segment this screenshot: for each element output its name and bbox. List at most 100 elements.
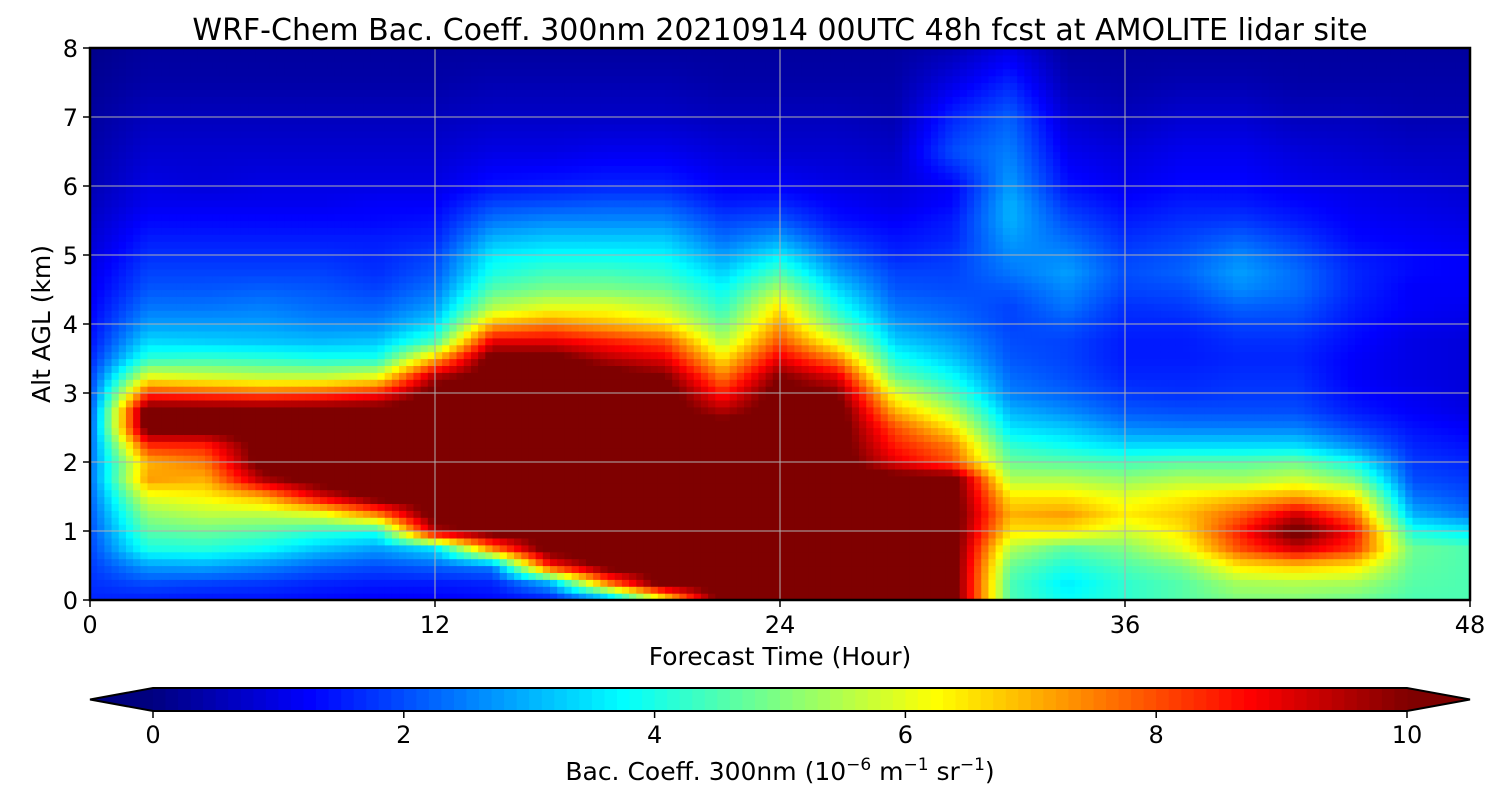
heatmap-cell [90, 406, 98, 415]
heatmap-cell [399, 462, 407, 470]
heatmap-cell [118, 517, 127, 525]
heatmap-cell [197, 399, 206, 408]
heatmap-cell [391, 448, 400, 456]
heatmap-cell [255, 379, 264, 387]
heatmap-cell [420, 482, 429, 491]
heatmap-cell [312, 441, 321, 449]
heatmap-cell [391, 537, 400, 546]
heatmap-cell [133, 496, 141, 504]
heatmap-cell [284, 241, 292, 249]
heatmap-cell [233, 48, 242, 56]
heatmap-cell [147, 96, 156, 104]
heatmap-cell [463, 496, 472, 504]
heatmap-cell [255, 186, 264, 194]
heatmap-cell [118, 310, 127, 318]
heatmap-cell [435, 510, 443, 518]
heatmap-cell [111, 206, 120, 215]
heatmap-cell [377, 54, 386, 63]
heatmap-cell [197, 330, 206, 339]
heatmap-cell [169, 130, 177, 139]
heatmap-cell [183, 110, 192, 118]
heatmap-cell [291, 358, 300, 366]
heatmap-cell [205, 544, 213, 553]
heatmap-cell [269, 310, 278, 318]
heatmap-cell [514, 68, 522, 77]
heatmap-cell [183, 489, 192, 498]
heatmap-cell [248, 289, 256, 297]
heatmap-cell [341, 372, 350, 380]
heatmap-cell [169, 420, 177, 429]
heatmap-cell [506, 551, 515, 560]
heatmap-cell [125, 213, 134, 222]
heatmap-cell [140, 344, 149, 353]
heatmap-cell [399, 158, 407, 166]
heatmap-cell [406, 48, 415, 56]
heatmap-cell [111, 462, 120, 470]
heatmap-cell [427, 137, 436, 146]
heatmap-cell [514, 75, 522, 84]
heatmap-cell [363, 68, 371, 77]
heatmap-cell [485, 234, 494, 242]
heatmap-cell [521, 82, 530, 90]
heatmap-cell [355, 103, 364, 111]
heatmap-cell [399, 289, 407, 297]
heatmap-cell [363, 303, 371, 311]
heatmap-cell [190, 434, 199, 442]
heatmap-cell [485, 296, 494, 304]
heatmap-cell [442, 241, 450, 249]
heatmap-cell [212, 386, 220, 394]
heatmap-cell [125, 393, 134, 401]
heatmap-cell [327, 255, 335, 263]
heatmap-cell [355, 517, 364, 525]
heatmap-cell [255, 489, 264, 498]
heatmap-cell [298, 75, 307, 84]
heatmap-cell [111, 248, 120, 256]
heatmap-cell [90, 268, 98, 277]
heatmap-cell [377, 358, 386, 366]
heatmap-cell [485, 565, 494, 573]
heatmap-cell [334, 186, 343, 194]
heatmap-cell [449, 289, 458, 297]
heatmap-cell [442, 337, 450, 346]
heatmap-cell [205, 110, 213, 118]
heatmap-cell [327, 358, 335, 366]
heatmap-cell [255, 558, 264, 567]
heatmap-cell [147, 117, 156, 125]
heatmap-cell [233, 303, 242, 311]
heatmap-cell [348, 420, 357, 429]
heatmap-cell [449, 68, 458, 77]
heatmap-cell [478, 427, 486, 435]
heatmap-cell [140, 68, 149, 77]
heatmap-cell [535, 531, 544, 539]
heatmap-cell [406, 179, 415, 187]
heatmap-cell [255, 206, 264, 215]
heatmap-cell [391, 234, 400, 242]
heatmap-cell [470, 462, 479, 470]
heatmap-cell [305, 130, 314, 139]
heatmap-cell [370, 282, 379, 291]
heatmap-cell [413, 137, 422, 146]
heatmap-cell [140, 496, 149, 504]
heatmap-cell [399, 434, 407, 442]
heatmap-cell [298, 330, 307, 339]
heatmap-cell [154, 337, 163, 346]
heatmap-cell [248, 413, 256, 422]
heatmap-cell [298, 337, 307, 346]
heatmap-cell [320, 427, 328, 435]
heatmap-cell [355, 406, 364, 415]
heatmap-cell [485, 558, 494, 567]
heatmap-cell [226, 241, 235, 249]
heatmap-cell [233, 496, 242, 504]
heatmap-cell [470, 531, 479, 539]
heatmap-cell [233, 337, 242, 346]
heatmap-cell [133, 448, 141, 456]
heatmap-cell [470, 427, 479, 435]
heatmap-cell [420, 344, 429, 353]
heatmap-cell [420, 310, 429, 318]
heatmap-cell [377, 393, 386, 401]
heatmap-cell [276, 123, 285, 132]
heatmap-cell [183, 482, 192, 491]
heatmap-cell [355, 220, 364, 228]
heatmap-cell [133, 296, 141, 304]
heatmap-cell [535, 434, 544, 442]
